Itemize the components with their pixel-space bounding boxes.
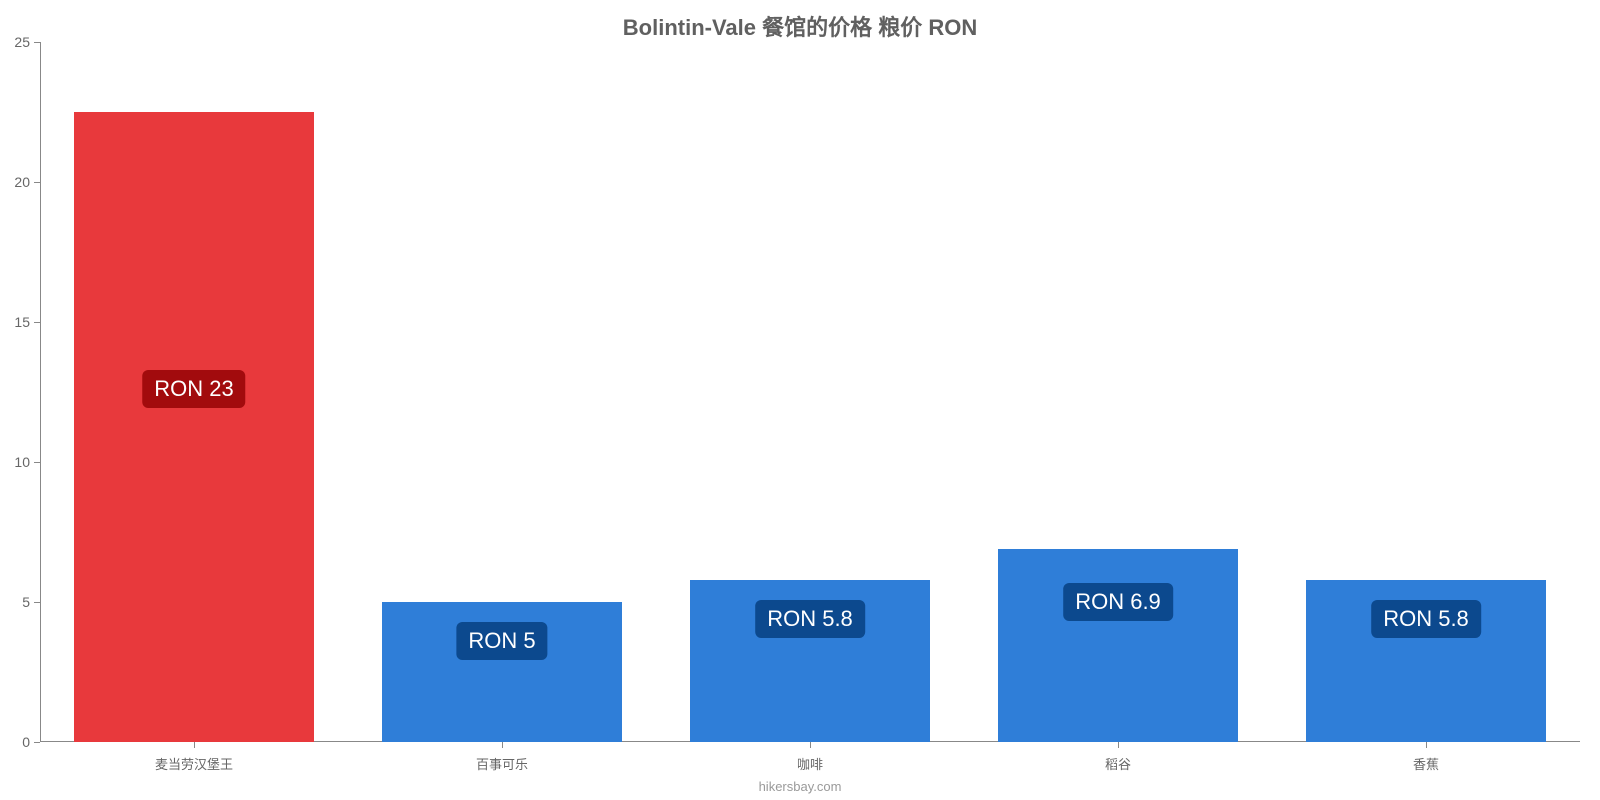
plot-area: 0510152025RON 23麦当劳汉堡王RON 5百事可乐RON 5.8咖啡… <box>40 42 1580 742</box>
x-tick-mark <box>1426 742 1427 748</box>
value-badge: RON 6.9 <box>1063 583 1173 621</box>
x-tick-mark <box>1118 742 1119 748</box>
chart-footer: hikersbay.com <box>0 779 1600 794</box>
value-badge: RON 5 <box>456 622 547 660</box>
x-tick-mark <box>810 742 811 748</box>
y-axis-line <box>40 42 41 742</box>
x-tick-mark <box>502 742 503 748</box>
y-tick-mark <box>34 602 40 603</box>
y-tick-mark <box>34 182 40 183</box>
chart-title: Bolintin-Vale 餐馆的价格 粮价 RON <box>0 10 1600 42</box>
y-tick-mark <box>34 322 40 323</box>
bar <box>74 112 314 742</box>
bar <box>998 549 1238 742</box>
value-badge: RON 23 <box>142 370 245 408</box>
price-bar-chart: Bolintin-Vale 餐馆的价格 粮价 RON 0510152025RON… <box>0 0 1600 800</box>
y-tick-mark <box>34 42 40 43</box>
value-badge: RON 5.8 <box>1371 600 1481 638</box>
y-tick-mark <box>34 742 40 743</box>
x-tick-mark <box>194 742 195 748</box>
y-tick-mark <box>34 462 40 463</box>
value-badge: RON 5.8 <box>755 600 865 638</box>
